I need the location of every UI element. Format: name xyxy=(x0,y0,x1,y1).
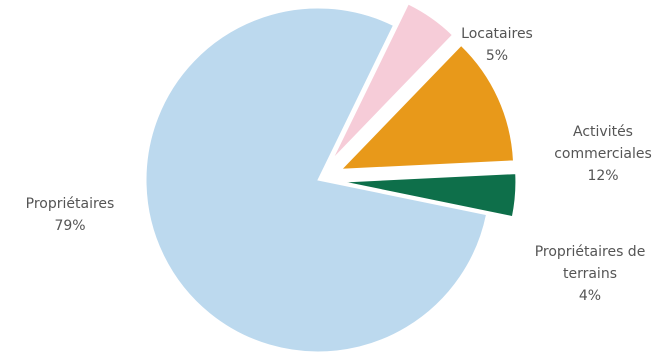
pie-category-label: Activités xyxy=(573,124,633,140)
pie-category-label: Propriétaires de xyxy=(535,244,646,260)
pie-slice xyxy=(343,173,517,218)
pie-value-label: 4% xyxy=(579,288,601,304)
pie-category-label: terrains xyxy=(563,266,617,282)
pie-slice xyxy=(340,44,514,170)
pie-category-label: Locataires xyxy=(461,26,533,42)
pie-slice xyxy=(332,3,454,160)
pie-value-label: 5% xyxy=(486,48,508,64)
pie-value-label: 12% xyxy=(587,168,618,184)
pie-slices xyxy=(145,3,517,353)
pie-labels: Locataires 5% Activités commerciales 12% Prop… xyxy=(26,26,652,304)
pie-value-label: 79% xyxy=(54,218,85,234)
pie-category-label: commerciales xyxy=(554,146,652,162)
pie-category-label: Propriétaires xyxy=(26,196,115,212)
pie-slice xyxy=(145,7,488,353)
